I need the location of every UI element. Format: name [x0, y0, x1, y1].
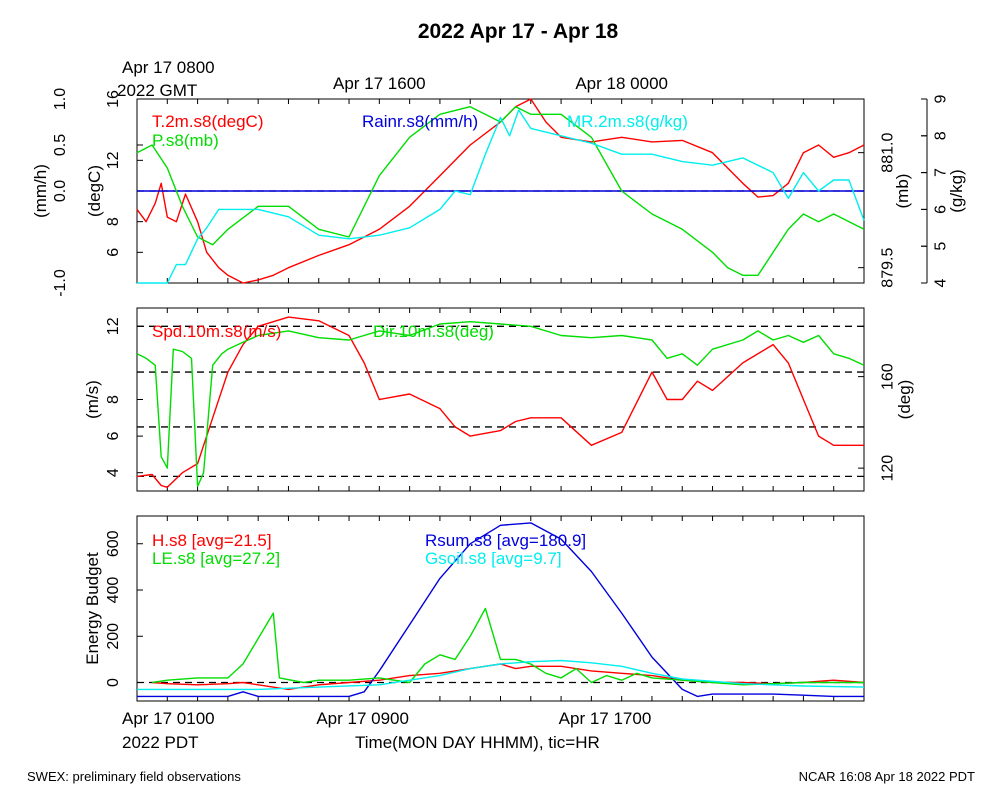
bottom-time-label: Apr 17 1700: [559, 709, 652, 728]
panel-top: -1.0 0.0 0.5 1.0 (mm/h) 6 8 12 16 (degC) 879.5 881.…: [31, 58, 966, 297]
legend-temperature: T.2m.s8(degC): [152, 112, 263, 131]
energy-tick-label: 400: [105, 577, 122, 604]
gmt-label-year: 2022 GMT: [117, 81, 197, 100]
rain-tick-label: 1.0: [52, 88, 69, 110]
mr-tick-label: 5: [932, 242, 949, 251]
footer-right: NCAR 16:08 Apr 18 2022 PDT: [799, 769, 975, 784]
temp-tick-label: 16: [105, 90, 122, 108]
mr-tick-label: 9: [932, 94, 949, 103]
series-line-green: [151, 607, 864, 686]
pres-tick-label: 879.5: [879, 248, 896, 288]
legend-pressure: P.s8(mb): [152, 131, 219, 150]
pres-axis-label: (mb): [893, 174, 912, 209]
panel-middle: 4 6 8 12 (m/s) 120 160(deg) Spd.10m.s8(m/s) Dir.…: [83, 307, 914, 492]
spd-tick-label: 6: [105, 432, 122, 441]
top-time-label: Apr 18 0000: [575, 74, 668, 93]
dir-axis-label: (deg): [895, 380, 914, 420]
x-axis-label: Time(MON DAY HHMM), tic=HR: [355, 733, 600, 752]
footer-left: SWEX: preliminary field observations: [27, 769, 241, 784]
pdt-label: 2022 PDT: [122, 733, 199, 752]
energy-axis-label: Energy Budget: [83, 552, 102, 665]
mr-tick-label: 6: [932, 205, 949, 214]
legend-radiation-sum: Rsum.s8 [avg=180.9]: [425, 531, 586, 550]
mr-tick-label: 8: [932, 131, 949, 140]
bottom-time-label: Apr 17 0100: [122, 709, 215, 728]
pres-tick-label: 881.0: [879, 133, 896, 173]
spd-axis-label: (m/s): [83, 380, 102, 419]
series-line-green: [136, 105, 865, 276]
series-line-red: [136, 98, 865, 284]
series-line-red: [152, 663, 865, 691]
legend-wind-direction: Dir.10m.s8(deg): [373, 322, 494, 341]
series-line-green: [136, 321, 865, 488]
dir-tick-label: 120: [879, 455, 896, 482]
spd-tick-label: 12: [105, 317, 122, 335]
top-time-label: Apr 17 1600: [333, 74, 426, 93]
mr-tick-label: 4: [932, 278, 949, 287]
spd-tick-label: 4: [105, 468, 122, 477]
rain-tick-label: 0.0: [52, 180, 69, 202]
legend-sensible-heat: H.s8 [avg=21.5]: [152, 531, 272, 550]
legend-rain-rate: Rainr.s8(mm/h): [362, 112, 478, 131]
series-line-cyan: [137, 109, 865, 284]
mr-axis-label: (g/kg): [947, 169, 966, 212]
temp-tick-label: 6: [105, 248, 122, 257]
temp-axis-label: (degC): [85, 165, 104, 217]
gmt-label-date: Apr 17 0800: [122, 58, 215, 77]
legend-soil-heat: Gsoil.s8 [avg=9.7]: [425, 549, 562, 568]
rain-axis-label: (mm/h): [31, 164, 50, 218]
dir-tick-label: 160: [879, 363, 896, 390]
series-line-blue: [137, 522, 864, 698]
legend-wind-speed: Spd.10m.s8(m/s): [152, 322, 281, 341]
mr-tick-label: 7: [932, 168, 949, 177]
rain-tick-label: 0.5: [52, 134, 69, 156]
rain-tick-label: -1.0: [52, 269, 69, 297]
legend-latent-heat: LE.s8 [avg=27.2]: [152, 549, 280, 568]
energy-tick-label: 200: [105, 623, 122, 650]
temp-tick-label: 8: [105, 217, 122, 226]
legend-mixing-ratio: MR.2m.s8(g/kg): [567, 112, 688, 131]
energy-tick-label: 600: [105, 530, 122, 557]
temp-tick-label: 12: [105, 151, 122, 169]
bottom-time-label: Apr 17 0900: [316, 709, 409, 728]
chart-title: 2022 Apr 17 - Apr 18: [418, 20, 619, 43]
series-line-red: [136, 316, 864, 488]
spd-tick-label: 8: [105, 395, 122, 404]
series-line-cyan: [137, 659, 865, 691]
energy-tick-label: 0: [105, 678, 122, 687]
